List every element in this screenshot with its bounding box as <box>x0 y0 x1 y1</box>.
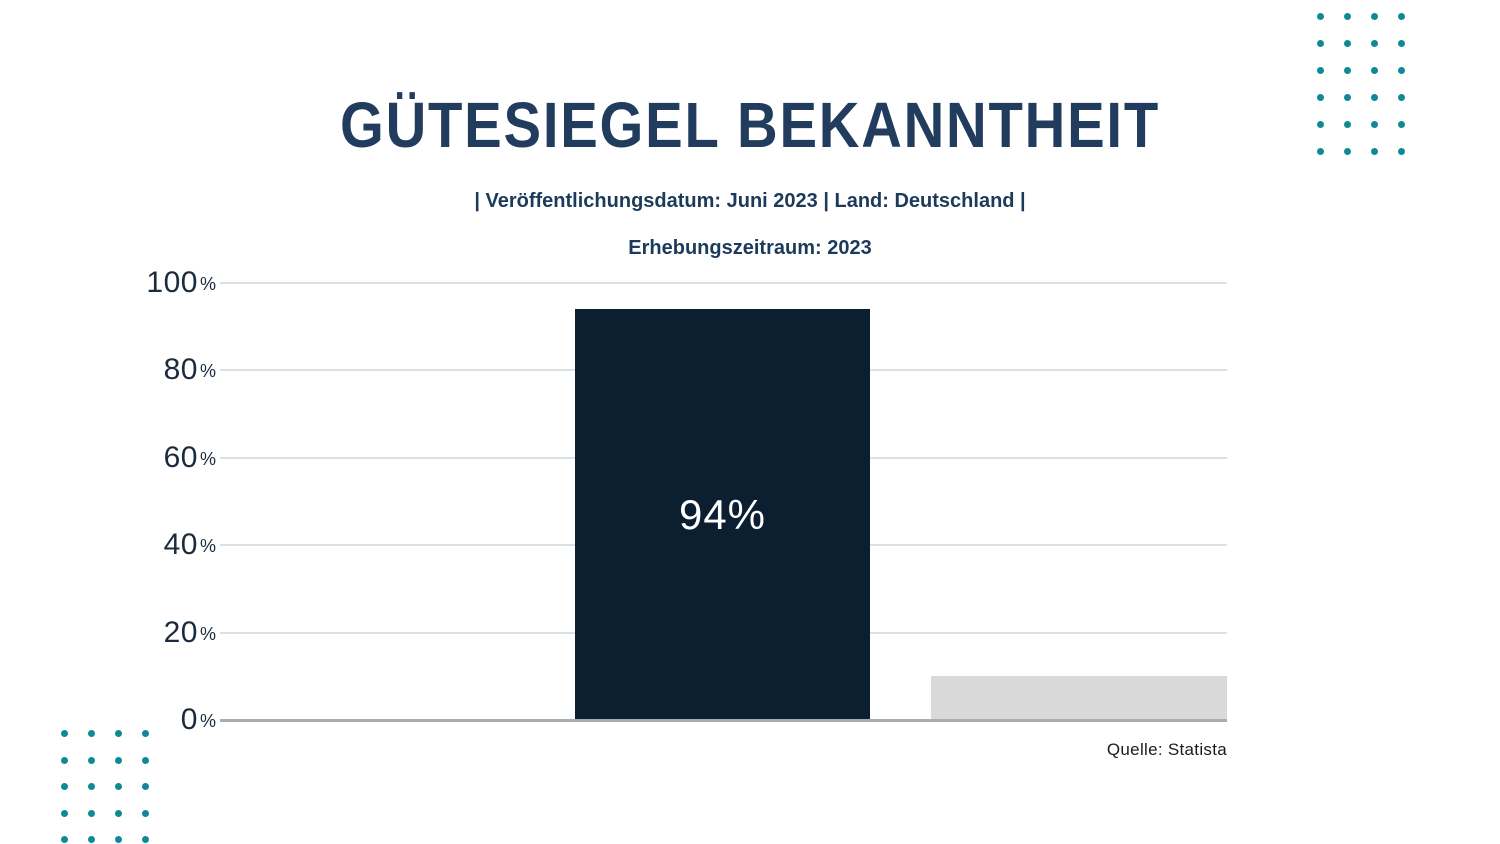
decor-dot <box>1398 148 1405 155</box>
decor-dot <box>1371 13 1378 20</box>
dot-grid-bottom-left <box>61 730 169 844</box>
y-tick-label: 100% <box>146 266 216 300</box>
decor-dot <box>88 836 95 843</box>
decor-dot <box>1344 94 1351 101</box>
y-tick-value: 0 <box>180 703 198 736</box>
plot-area: 94% <box>220 282 1227 722</box>
decor-dot <box>115 730 122 737</box>
gridline <box>220 282 1227 284</box>
decor-dot <box>1344 121 1351 128</box>
y-tick-suffix: % <box>199 623 216 644</box>
bar-value-label: 94% <box>678 490 767 538</box>
decor-dot <box>1317 94 1324 101</box>
y-tick-value: 80 <box>163 353 198 387</box>
decor-dot <box>88 756 95 764</box>
y-tick-suffix: % <box>199 536 216 557</box>
decor-dot <box>61 783 68 790</box>
decor-dot <box>1317 148 1324 155</box>
chart-subtitle-period: Erhebungszeitraum: 2023 <box>628 237 872 259</box>
decor-dot <box>61 809 68 817</box>
y-tick-label: 60% <box>164 441 216 475</box>
decor-dot <box>1371 67 1378 74</box>
y-tick-value: 100 <box>146 266 198 299</box>
decor-dot <box>1371 148 1378 155</box>
decor-dot <box>1398 13 1405 20</box>
decor-dot <box>88 730 95 737</box>
source-caption: Quelle: Statista <box>1106 740 1227 759</box>
y-tick-label: 20% <box>164 616 216 650</box>
y-tick-value: 40 <box>163 528 198 562</box>
decor-dot <box>1398 40 1405 47</box>
decor-dot <box>1398 67 1405 74</box>
dot-grid-top-right <box>1317 13 1425 175</box>
decor-dot <box>1317 121 1324 128</box>
decor-dot <box>1317 67 1324 74</box>
y-tick-suffix: % <box>199 361 216 382</box>
y-tick-label: 40% <box>164 528 216 562</box>
y-axis-labels: 0% 20% 40% 60% 80% 100% <box>120 266 216 736</box>
decor-dot <box>1344 13 1351 20</box>
y-tick-suffix: % <box>199 448 216 469</box>
y-tick-label: 80% <box>164 353 216 387</box>
decor-dot <box>1371 40 1378 47</box>
decor-dot <box>1317 13 1324 20</box>
decor-dot <box>1371 94 1378 101</box>
decor-dot <box>142 836 149 843</box>
x-axis-line <box>220 718 1227 722</box>
y-tick-value: 20 <box>163 615 198 649</box>
bar-0: 94% <box>575 309 870 720</box>
decor-dot <box>1344 40 1351 47</box>
y-tick-suffix: % <box>199 274 216 294</box>
decor-dot <box>1398 121 1405 128</box>
decor-dot <box>115 809 122 817</box>
decor-dot <box>115 836 122 843</box>
decor-dot <box>1398 94 1405 101</box>
decor-dot <box>1344 67 1351 74</box>
bar-1 <box>931 676 1227 720</box>
decor-dot <box>115 756 122 764</box>
decor-dot <box>1317 40 1324 47</box>
decor-dot <box>115 783 122 790</box>
chart-title: GÜTESIEGEL BEKANNTHEIT <box>340 89 1160 161</box>
decor-dot <box>142 783 149 790</box>
chart-subtitle-meta: | Veröffentlichungsdatum: Juni 2023 | La… <box>474 190 1026 212</box>
decor-dot <box>88 809 95 817</box>
decor-dot <box>1344 148 1351 155</box>
decor-dot <box>61 756 68 764</box>
decor-dot <box>88 783 95 790</box>
decor-dot <box>142 809 149 817</box>
y-tick-suffix: % <box>199 711 216 731</box>
y-tick-value: 60 <box>163 440 198 474</box>
decor-dot <box>142 730 149 737</box>
decor-dot <box>1371 121 1378 128</box>
decor-dot <box>61 836 68 843</box>
decor-dot <box>61 730 68 737</box>
y-tick-label: 0% <box>181 703 216 737</box>
decor-dot <box>142 756 149 764</box>
